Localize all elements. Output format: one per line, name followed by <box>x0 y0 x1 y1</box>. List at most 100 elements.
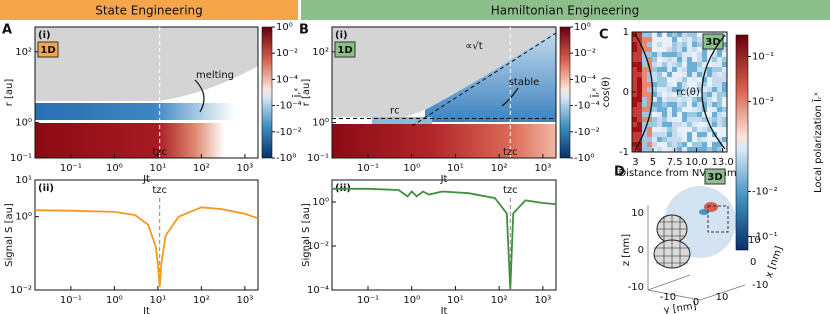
x-axis-label: Distance from NV r [nm] <box>618 168 740 179</box>
pixel <box>642 122 647 127</box>
pixel <box>697 112 702 117</box>
pixel <box>682 52 687 57</box>
pixel <box>667 92 672 97</box>
pixel <box>707 112 712 117</box>
x-tick-label: 5 <box>650 157 656 168</box>
pixel <box>707 137 712 142</box>
colorbar-tick-label: -10⁻² <box>574 127 600 138</box>
marker-label: tᴢᴄ <box>503 185 518 196</box>
pixel <box>642 77 647 82</box>
pixel <box>682 32 687 37</box>
pixel <box>692 112 697 117</box>
colorbar-tick-label: -10⁰ <box>574 153 594 164</box>
pixel <box>677 132 682 137</box>
pixel <box>712 117 717 122</box>
pixel <box>697 57 702 62</box>
pixel <box>722 127 727 132</box>
pixel <box>637 102 642 107</box>
pixel <box>692 52 697 57</box>
axis-label-3d: z [nm] <box>621 234 632 266</box>
pixel <box>667 47 672 52</box>
pixel <box>702 132 707 137</box>
heatmap-a-image <box>35 27 258 158</box>
colorbar-tick-label: 10⁻⁴ <box>276 74 298 85</box>
badge-text: 1D <box>337 45 352 56</box>
pixel <box>637 137 642 142</box>
pixel <box>652 102 657 107</box>
pixel <box>712 82 717 87</box>
pixel <box>632 32 637 37</box>
pixel <box>632 67 637 72</box>
pixel <box>637 147 642 152</box>
pixel <box>692 47 697 52</box>
pixel <box>687 77 692 82</box>
pixel <box>667 37 672 42</box>
region <box>35 123 258 158</box>
pixel <box>707 87 712 92</box>
pixel <box>707 127 712 132</box>
pixel <box>652 42 657 47</box>
pixel <box>702 77 707 82</box>
pixel <box>722 107 727 112</box>
pixel <box>717 112 722 117</box>
pixel <box>652 97 657 102</box>
pixel <box>682 42 687 47</box>
pixel <box>682 147 687 152</box>
pixel <box>697 92 702 97</box>
pixel <box>722 137 727 142</box>
pixel <box>662 62 667 67</box>
pixel <box>687 117 692 122</box>
pixel <box>687 102 692 107</box>
pixel <box>667 87 672 92</box>
pixel <box>637 37 642 42</box>
pixel <box>672 112 677 117</box>
z-tick-label: -10 <box>628 282 644 293</box>
pixel <box>682 127 687 132</box>
y-tick-label-3d: 10 <box>716 292 729 303</box>
pixel <box>642 137 647 142</box>
pixel <box>672 52 677 57</box>
pixel <box>662 87 667 92</box>
pixel <box>692 82 697 87</box>
pixel <box>702 102 707 107</box>
pixel <box>682 77 687 82</box>
pixel <box>702 57 707 62</box>
pixel <box>702 147 707 152</box>
pixel <box>652 147 657 152</box>
threshold-label: rᴄ <box>390 106 400 117</box>
header-bar <box>0 0 298 20</box>
x-tick-label: 10² <box>193 295 210 306</box>
pixel <box>677 137 682 142</box>
pixel <box>677 32 682 37</box>
pixel <box>632 77 637 82</box>
pixel <box>647 37 652 42</box>
x-tick-label: 7.5 <box>667 157 683 168</box>
pixel <box>697 62 702 67</box>
y-axis-label: cos(θ) <box>601 77 612 108</box>
pixel <box>712 77 717 82</box>
y-tick-label: -1 <box>619 147 629 158</box>
pixel <box>722 47 727 52</box>
pixel <box>662 32 667 37</box>
pixel <box>722 87 727 92</box>
pixel <box>722 72 727 77</box>
pixel <box>642 147 647 152</box>
pixel <box>662 102 667 107</box>
pixel <box>652 52 657 57</box>
pixel <box>697 107 702 112</box>
pixel <box>702 82 707 87</box>
x-axis-label: Jt <box>440 306 448 314</box>
pixel <box>637 42 642 47</box>
pixel <box>642 142 647 147</box>
colorbar-tick-label: 10⁻² <box>276 48 298 59</box>
pixel <box>632 37 637 42</box>
pixel <box>722 37 727 42</box>
y-tick-label: 10⁻² <box>307 241 329 252</box>
pixel <box>657 137 662 142</box>
pixel <box>657 112 662 117</box>
pixel <box>657 97 662 102</box>
pixel <box>637 62 642 67</box>
colorbar-label: Īᵣˣ <box>589 88 602 98</box>
pixel <box>707 62 712 67</box>
header-title: Hamiltonian Engineering <box>491 4 640 18</box>
